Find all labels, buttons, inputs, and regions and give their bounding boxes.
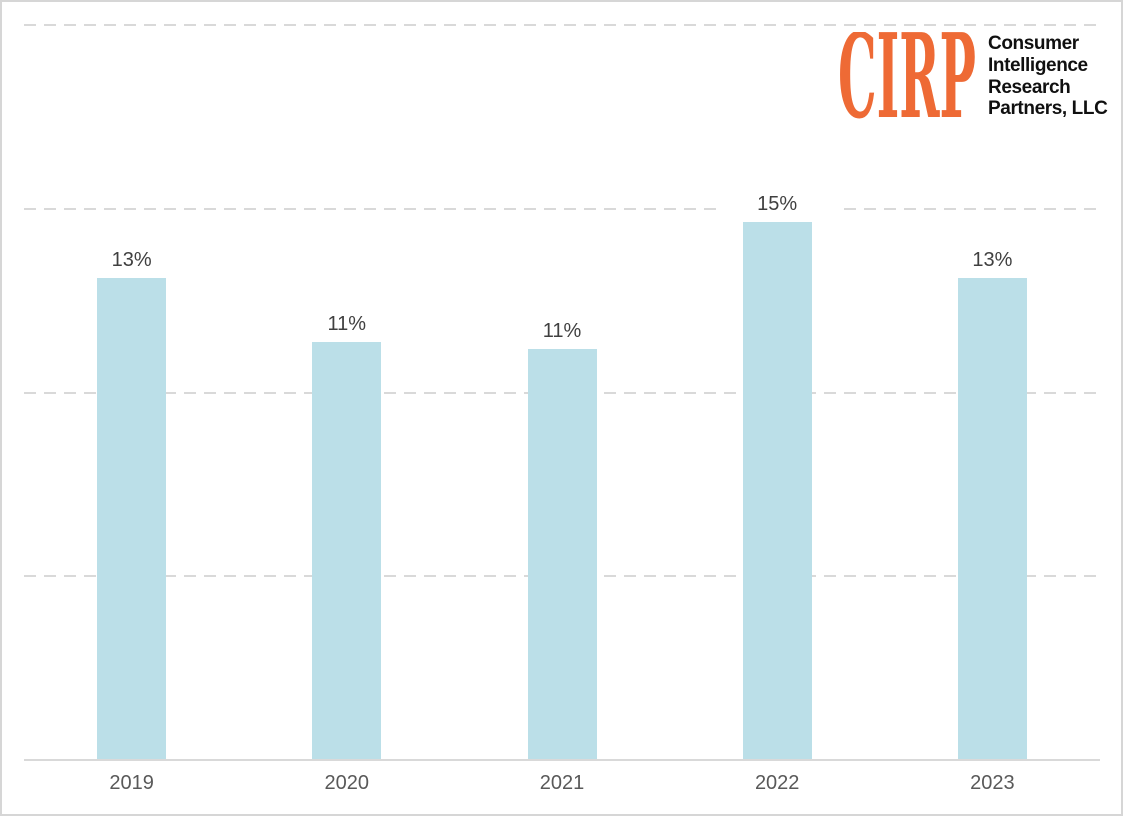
data-label-2021: 11% (502, 318, 622, 345)
logo-line-4: Partners, LLC (988, 98, 1108, 120)
x-tick-2019: 2019 (109, 772, 154, 794)
bar-2023 (957, 277, 1027, 759)
cirp-logo: CIRP Consumer Intelligence Research Part… (838, 32, 1110, 122)
x-tick-2021: 2021 (539, 772, 585, 794)
gridline-15pct (24, 207, 1100, 210)
gridline-20pct (24, 24, 1100, 26)
logo-line-3: Research (988, 76, 1071, 98)
cirp-logo-mark-icon: CIRP (838, 32, 976, 120)
bar-2020 (312, 341, 382, 759)
x-axis-line (24, 759, 1100, 761)
cirp-acronym: CIRP (838, 32, 976, 120)
bar-2019 (97, 277, 167, 759)
data-label-2023: 13% (932, 246, 1053, 273)
x-tick-2023: 2023 (970, 772, 1015, 794)
data-label-2022: 15% (717, 191, 838, 218)
cirp-company-name: Consumer Intelligence Research Partners,… (988, 32, 1108, 122)
logo-line-1: Consumer (988, 33, 1079, 54)
logo-line-2: Intelligence (988, 54, 1088, 76)
data-label-2020: 11% (286, 310, 407, 337)
bar-2021 (527, 349, 597, 759)
x-tick-2022: 2022 (754, 772, 800, 794)
bar-2022 (742, 222, 812, 759)
x-tick-2020: 2020 (324, 772, 370, 794)
data-label-2019: 13% (71, 246, 192, 273)
